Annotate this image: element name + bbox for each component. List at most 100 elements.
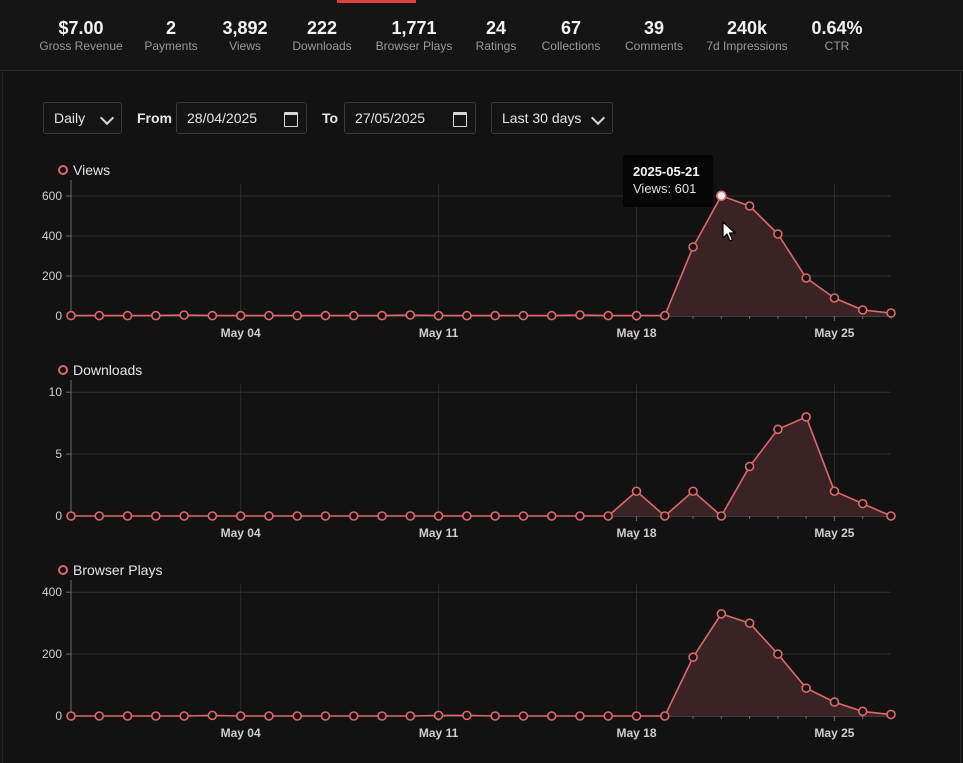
calendar-icon[interactable] (453, 112, 467, 127)
data-point[interactable] (292, 511, 303, 521)
data-point[interactable] (659, 511, 670, 521)
data-point[interactable] (292, 310, 303, 321)
data-point[interactable] (631, 711, 642, 721)
data-point[interactable] (518, 310, 529, 321)
data-point[interactable] (405, 310, 416, 320)
data-point[interactable] (886, 709, 896, 720)
calendar-icon[interactable] (284, 112, 298, 127)
data-point[interactable] (151, 310, 161, 321)
data-point[interactable] (518, 711, 529, 721)
data-point[interactable] (688, 652, 698, 662)
data-point[interactable] (603, 711, 614, 721)
data-point[interactable] (348, 711, 359, 721)
stat-collections[interactable]: 67 Collections (536, 17, 606, 53)
data-point[interactable] (490, 310, 500, 321)
data-point[interactable] (348, 310, 359, 321)
data-point[interactable] (122, 310, 133, 321)
data-point[interactable] (235, 711, 246, 721)
data-point[interactable] (66, 711, 76, 721)
data-point[interactable] (320, 511, 331, 521)
data-point[interactable] (773, 229, 783, 239)
data-point[interactable] (518, 511, 529, 521)
data-point[interactable] (264, 711, 274, 721)
data-point[interactable] (405, 511, 416, 521)
data-point[interactable] (659, 310, 670, 321)
data-point[interactable] (94, 511, 105, 521)
data-point[interactable] (801, 412, 811, 422)
data-point[interactable] (829, 697, 840, 707)
data-point[interactable] (575, 511, 585, 521)
data-point[interactable] (179, 711, 189, 721)
data-point[interactable] (179, 310, 189, 320)
from-date-input[interactable]: 28/04/2025 (176, 102, 307, 134)
data-point[interactable] (320, 711, 331, 721)
data-point[interactable] (829, 293, 840, 303)
stat-payments[interactable]: 2 Payments (138, 17, 204, 53)
data-point[interactable] (886, 511, 896, 521)
interval-select[interactable]: Daily (43, 102, 122, 134)
data-point[interactable] (490, 511, 500, 521)
data-point[interactable] (546, 711, 557, 721)
data-point[interactable] (546, 511, 557, 521)
data-point[interactable] (122, 711, 133, 721)
data-point[interactable] (151, 711, 161, 721)
data-point[interactable] (603, 310, 614, 321)
data-point[interactable] (857, 305, 868, 315)
range-select[interactable]: Last 30 days (491, 102, 613, 134)
data-point[interactable] (575, 711, 585, 721)
data-point[interactable] (490, 711, 500, 721)
stat-downloads[interactable]: 222 Downloads (288, 17, 356, 53)
data-point[interactable] (659, 711, 670, 721)
data-point[interactable] (433, 511, 444, 521)
data-point[interactable] (575, 310, 585, 320)
data-point[interactable] (405, 711, 416, 721)
stat-views[interactable]: 3,892 Views (216, 17, 274, 53)
stat-comments[interactable]: 39 Comments (622, 17, 686, 53)
data-point[interactable] (773, 424, 783, 435)
data-point[interactable] (857, 706, 868, 717)
data-point[interactable] (857, 498, 868, 509)
data-point[interactable] (292, 711, 303, 721)
data-point[interactable] (377, 310, 387, 321)
data-point[interactable] (235, 310, 246, 321)
data-point[interactable] (744, 201, 755, 211)
data-point[interactable] (264, 310, 274, 321)
data-point[interactable] (688, 486, 698, 497)
data-point[interactable] (433, 710, 444, 721)
data-point[interactable] (462, 511, 472, 521)
data-point[interactable] (886, 308, 896, 318)
data-point[interactable] (773, 649, 783, 659)
data-point[interactable] (546, 310, 557, 321)
data-point[interactable] (235, 511, 246, 521)
to-date-input[interactable]: 27/05/2025 (344, 102, 476, 134)
data-point[interactable] (829, 486, 840, 497)
data-point[interactable] (66, 511, 76, 521)
data-point[interactable] (320, 310, 331, 321)
data-point[interactable] (151, 511, 161, 521)
data-point[interactable] (631, 486, 642, 497)
data-point[interactable] (801, 683, 811, 693)
data-point[interactable] (688, 242, 698, 252)
data-point[interactable] (433, 310, 444, 321)
data-point[interactable] (744, 618, 755, 628)
data-point[interactable] (462, 710, 472, 721)
stat-browser-plays[interactable]: 1,771 Browser Plays (372, 17, 456, 53)
data-point[interactable] (716, 609, 727, 619)
data-point[interactable] (66, 310, 76, 321)
stat-ratings[interactable]: 24 Ratings (472, 17, 520, 53)
data-point[interactable] (377, 711, 387, 721)
data-point[interactable] (462, 310, 472, 321)
data-point[interactable] (744, 461, 755, 472)
data-point[interactable] (348, 511, 359, 521)
data-point-highlighted[interactable] (716, 190, 727, 202)
data-point[interactable] (207, 710, 218, 721)
data-point[interactable] (122, 511, 133, 521)
data-point[interactable] (179, 511, 189, 521)
data-point[interactable] (377, 511, 387, 521)
data-point[interactable] (716, 511, 727, 521)
stat-ctr[interactable]: 0.64% CTR (806, 17, 868, 53)
data-point[interactable] (631, 310, 642, 321)
data-point[interactable] (603, 511, 614, 521)
data-point[interactable] (94, 711, 105, 721)
data-point[interactable] (207, 511, 218, 521)
